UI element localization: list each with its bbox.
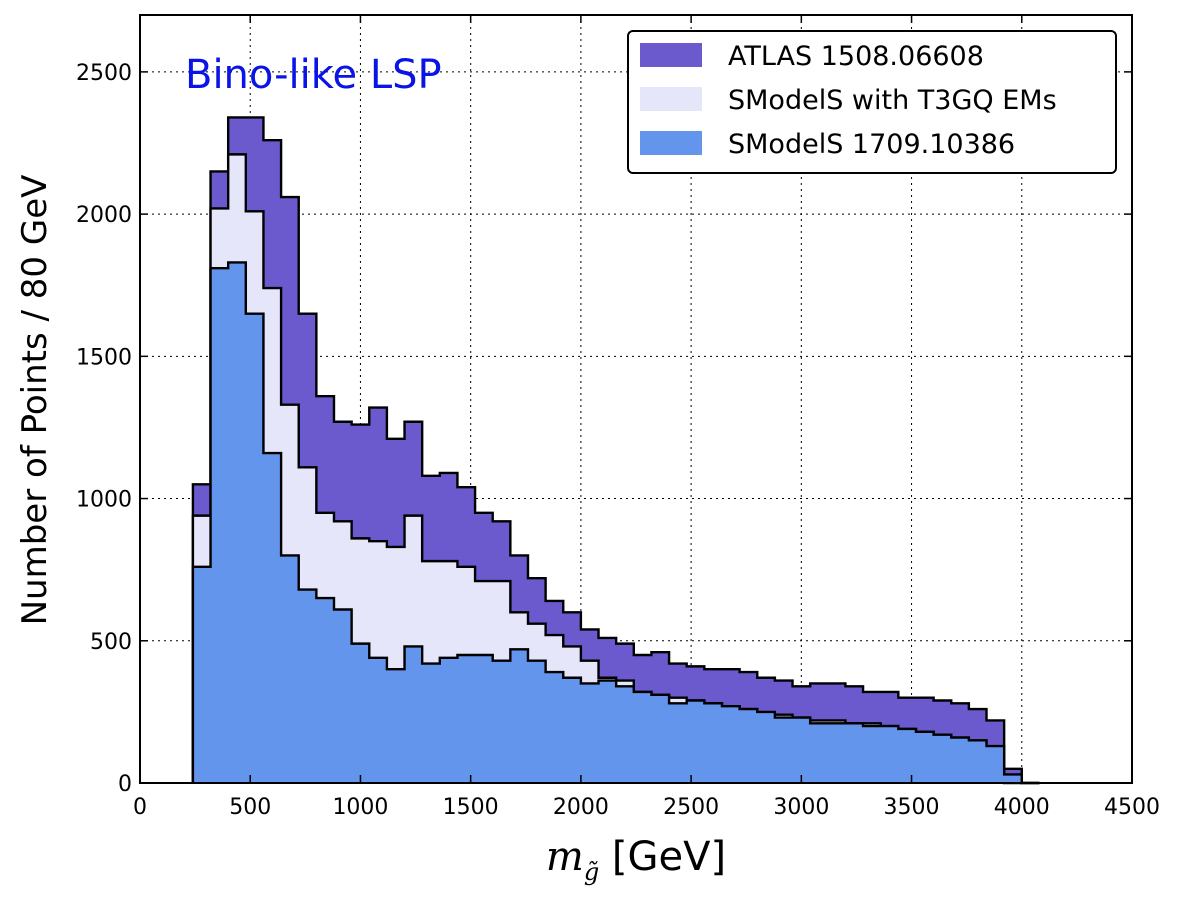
histogram-bar [351, 643, 370, 783]
histogram-bar [1004, 774, 1023, 783]
y-axis-label: Number of Points / 80 GeV [15, 175, 55, 626]
histogram-bar [245, 313, 264, 783]
x-tick-labels: 0 500 1000 1500 2000 2500 3000 3500 4000 4500 [133, 795, 1160, 820]
histogram-bar [616, 686, 635, 783]
histogram-bar [369, 657, 388, 783]
y-tick-labels: 0 500 1000 1500 2000 2500 [76, 61, 132, 797]
histogram-bar [933, 734, 952, 783]
histogram-bar [457, 655, 476, 783]
histogram-bar [475, 655, 494, 783]
histogram-bar [810, 723, 829, 783]
x-axis-label: mg̃ [GeV] [546, 834, 726, 886]
histogram-bar [757, 711, 776, 783]
histogram-bar [422, 663, 441, 783]
histogram-bar [827, 723, 846, 783]
legend-swatch [640, 87, 702, 111]
histogram-bar [281, 555, 300, 783]
x-axis-label-symbol: m [546, 834, 584, 880]
x-tick-label: 1500 [443, 795, 499, 820]
legend-label: SModelS 1709.10386 [728, 129, 1015, 160]
axes [139, 14, 1133, 784]
histogram-bar [598, 680, 617, 783]
legend-swatch [640, 131, 702, 155]
histogram-bar [316, 598, 335, 783]
histogram-bar [492, 660, 511, 783]
histogram-bar [545, 672, 564, 783]
histogram-bar [510, 649, 529, 783]
series-outline [191, 261, 1040, 785]
y-tick-label: 500 [90, 630, 132, 655]
histogram-bar [298, 589, 317, 783]
histogram-series [191, 116, 1040, 785]
x-tick-label: 4000 [994, 795, 1050, 820]
x-tick-label: 500 [229, 795, 271, 820]
legend-label: SModelS with T3GQ EMs [728, 85, 1057, 116]
axes-frame [139, 14, 1133, 784]
histogram-bar [686, 700, 705, 783]
histogram-bar [968, 740, 988, 783]
histogram-bar [898, 728, 917, 783]
x-axis-label-unit: [GeV] [612, 834, 726, 880]
histogram-bar [774, 717, 794, 783]
histogram-bar [651, 694, 670, 783]
x-tick-label: 2000 [553, 795, 609, 820]
histogram-bar [580, 683, 600, 783]
histogram-bar [721, 706, 741, 783]
legend-box [627, 30, 1117, 174]
histogram-bar [704, 703, 723, 783]
x-tick-label: 2500 [663, 795, 719, 820]
y-tick-label: 1500 [76, 345, 132, 370]
legend-label: ATLAS 1508.06608 [728, 41, 984, 72]
histogram-bar [880, 726, 899, 783]
x-tick-label: 3000 [773, 795, 829, 820]
histogram-bar [439, 657, 458, 783]
histogram-bar [986, 746, 1005, 783]
histogram-bar [333, 609, 353, 783]
y-tick-label: 2000 [76, 203, 132, 228]
histogram-bar [845, 723, 864, 783]
y-tick-label: 2500 [76, 61, 132, 86]
histogram-bar [951, 737, 970, 783]
histogram-bar [792, 717, 811, 783]
series-3 [191, 261, 1040, 785]
y-tick-label: 1000 [76, 488, 132, 513]
histogram-bar [915, 731, 935, 783]
histogram-bar [633, 691, 652, 783]
histogram-bar [228, 262, 247, 783]
histogram-bar [263, 453, 282, 783]
x-tick-label: 4500 [1104, 795, 1160, 820]
legend-swatch [640, 43, 702, 67]
chart-annotation: Bino-like LSP [185, 52, 442, 98]
histogram-bar [669, 703, 688, 783]
histogram-bar [563, 677, 582, 783]
x-tick-label: 3500 [884, 795, 940, 820]
series-outline [191, 116, 1040, 785]
y-tick-label: 0 [118, 772, 132, 797]
histogram-bar [404, 646, 423, 783]
legend: ATLAS 1508.06608 SModelS with T3GQ EMs SMo… [627, 30, 1117, 174]
histogram-bar [210, 268, 229, 784]
histogram-bar [386, 669, 406, 783]
histogram-bar [527, 660, 547, 783]
histogram-bar [739, 709, 758, 783]
x-tick-label: 0 [133, 795, 147, 820]
x-tick-label: 1000 [332, 795, 388, 820]
x-axis-label-subscript: g̃ [584, 858, 599, 886]
histogram-bar [192, 566, 212, 783]
histogram-bar [863, 726, 882, 783]
